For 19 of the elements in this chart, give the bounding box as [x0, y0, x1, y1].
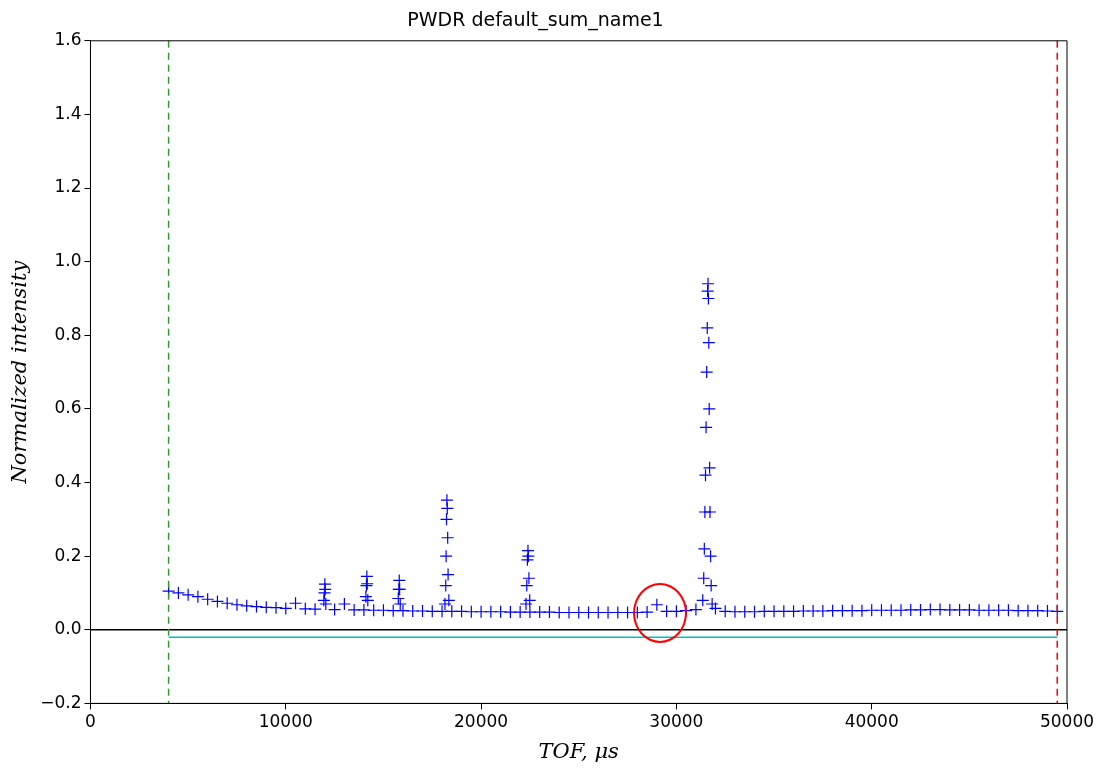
y-tick-label: 0.4 — [54, 470, 82, 491]
chart-title: PWDR default_sum_name1 — [407, 8, 664, 32]
y-tick-label: 0.8 — [54, 323, 82, 344]
x-tick-label: 30000 — [649, 711, 704, 732]
x-tick-label: 40000 — [844, 711, 899, 732]
x-axis-title: TOF, μs — [538, 738, 620, 763]
y-tick-label: 0.2 — [54, 544, 82, 565]
x-tick-label: 50000 — [1039, 711, 1095, 732]
y-axis-title: Normalized intensity — [7, 259, 32, 485]
y-tick-label: −0.2 — [40, 691, 82, 712]
x-tick-label: 20000 — [454, 711, 509, 732]
y-tick-label: 1.4 — [54, 102, 82, 123]
y-tick-label: 1.0 — [54, 250, 82, 271]
y-tick-label: 0.0 — [54, 618, 82, 639]
y-tick-label: 1.6 — [54, 29, 82, 50]
x-tick-label: 0 — [85, 711, 96, 732]
y-tick-label: 1.2 — [54, 176, 82, 197]
y-tick-label: 0.6 — [54, 397, 82, 418]
x-tick-label: 10000 — [258, 711, 313, 732]
